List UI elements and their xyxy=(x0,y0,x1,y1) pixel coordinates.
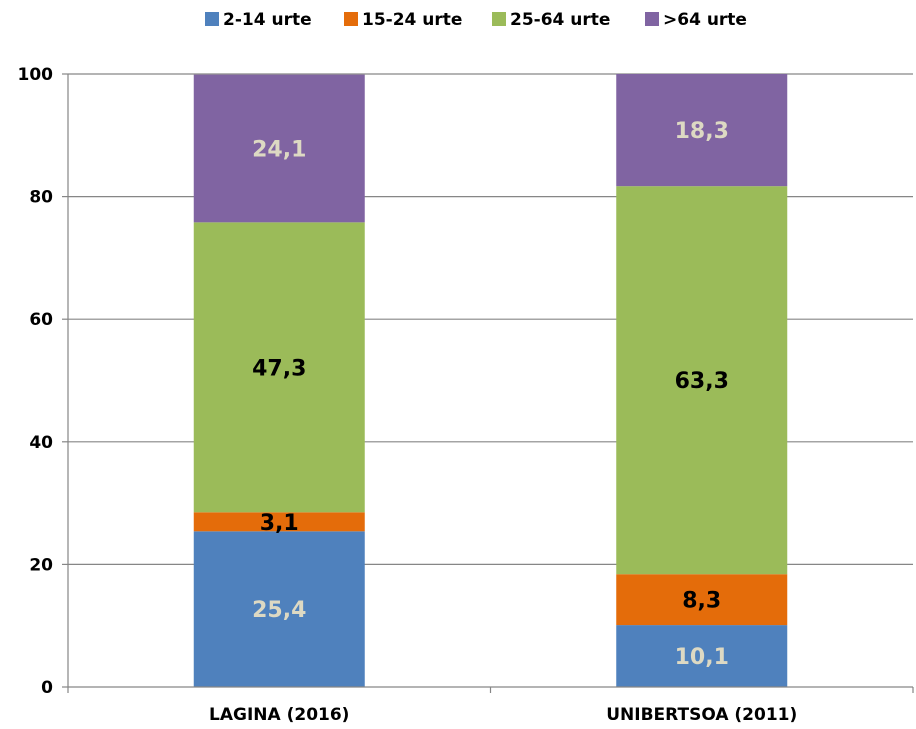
y-tick-label-100: 100 xyxy=(18,65,54,85)
legend-label-2-14-urte: 2-14 urte xyxy=(223,10,312,30)
x-tick-label-lagina-2016: LAGINA (2016) xyxy=(209,705,349,725)
data-label-lagina-2016-25-64-urte: 47,3 xyxy=(252,356,306,381)
legend-label-15-24-urte: 15-24 urte xyxy=(362,10,462,30)
bar-unibertsoa-2011-64-urte xyxy=(616,74,788,187)
legend-swatch-64-urte xyxy=(645,12,659,26)
data-labels: 25,4 3,1 47,3 24,1 10,1 8,3 63,3 18,3 xyxy=(252,119,729,670)
legend-swatch-25-64-urte xyxy=(492,12,506,26)
legend: 2-14 urte 15-24 urte 25-64 urte >64 urte xyxy=(205,10,747,30)
data-label-unibertsoa-2011-25-64-urte: 63,3 xyxy=(675,369,729,394)
bar-unibertsoa-2011-25-64-urte xyxy=(616,186,788,575)
data-label-unibertsoa-2011-64-urte: 18,3 xyxy=(675,119,729,144)
data-label-unibertsoa-2011-15-24-urte: 8,3 xyxy=(682,589,721,614)
y-tick-label-60: 60 xyxy=(29,310,53,330)
data-label-lagina-2016-2-14-urte: 25,4 xyxy=(252,598,306,623)
data-label-unibertsoa-2011-2-14-urte: 10,1 xyxy=(675,645,729,670)
y-tick-label-80: 80 xyxy=(29,188,53,208)
y-tick-label-0: 0 xyxy=(41,678,53,698)
y-axis-tick-labels: 0 20 40 60 80 100 xyxy=(18,65,54,698)
x-tick-label-unibertsoa-2011: UNIBERTSOA (2011) xyxy=(606,705,797,725)
bar-unibertsoa-2011-15-24-urte xyxy=(616,574,788,626)
bar-lagina-2016-64-urte xyxy=(193,74,365,223)
legend-label-64-urte: >64 urte xyxy=(663,10,747,30)
y-tick-label-20: 20 xyxy=(29,555,53,575)
data-label-lagina-2016-64-urte: 24,1 xyxy=(252,137,306,162)
bar-lagina-2016-2-14-urte xyxy=(193,531,365,687)
legend-label-25-64-urte: 25-64 urte xyxy=(510,10,610,30)
bar-lagina-2016-25-64-urte xyxy=(193,222,365,513)
bars xyxy=(193,74,788,687)
axes xyxy=(62,73,914,693)
legend-swatch-15-24-urte xyxy=(344,12,358,26)
y-tick-label-40: 40 xyxy=(29,433,53,453)
legend-swatch-2-14-urte xyxy=(205,12,219,26)
bar-lagina-2016-15-24-urte xyxy=(193,512,365,532)
x-axis-tick-labels: LAGINA (2016) UNIBERTSOA (2011) xyxy=(209,705,797,725)
data-label-lagina-2016-15-24-urte: 3,1 xyxy=(260,511,299,536)
bar-unibertsoa-2011-2-14-urte xyxy=(616,625,788,687)
